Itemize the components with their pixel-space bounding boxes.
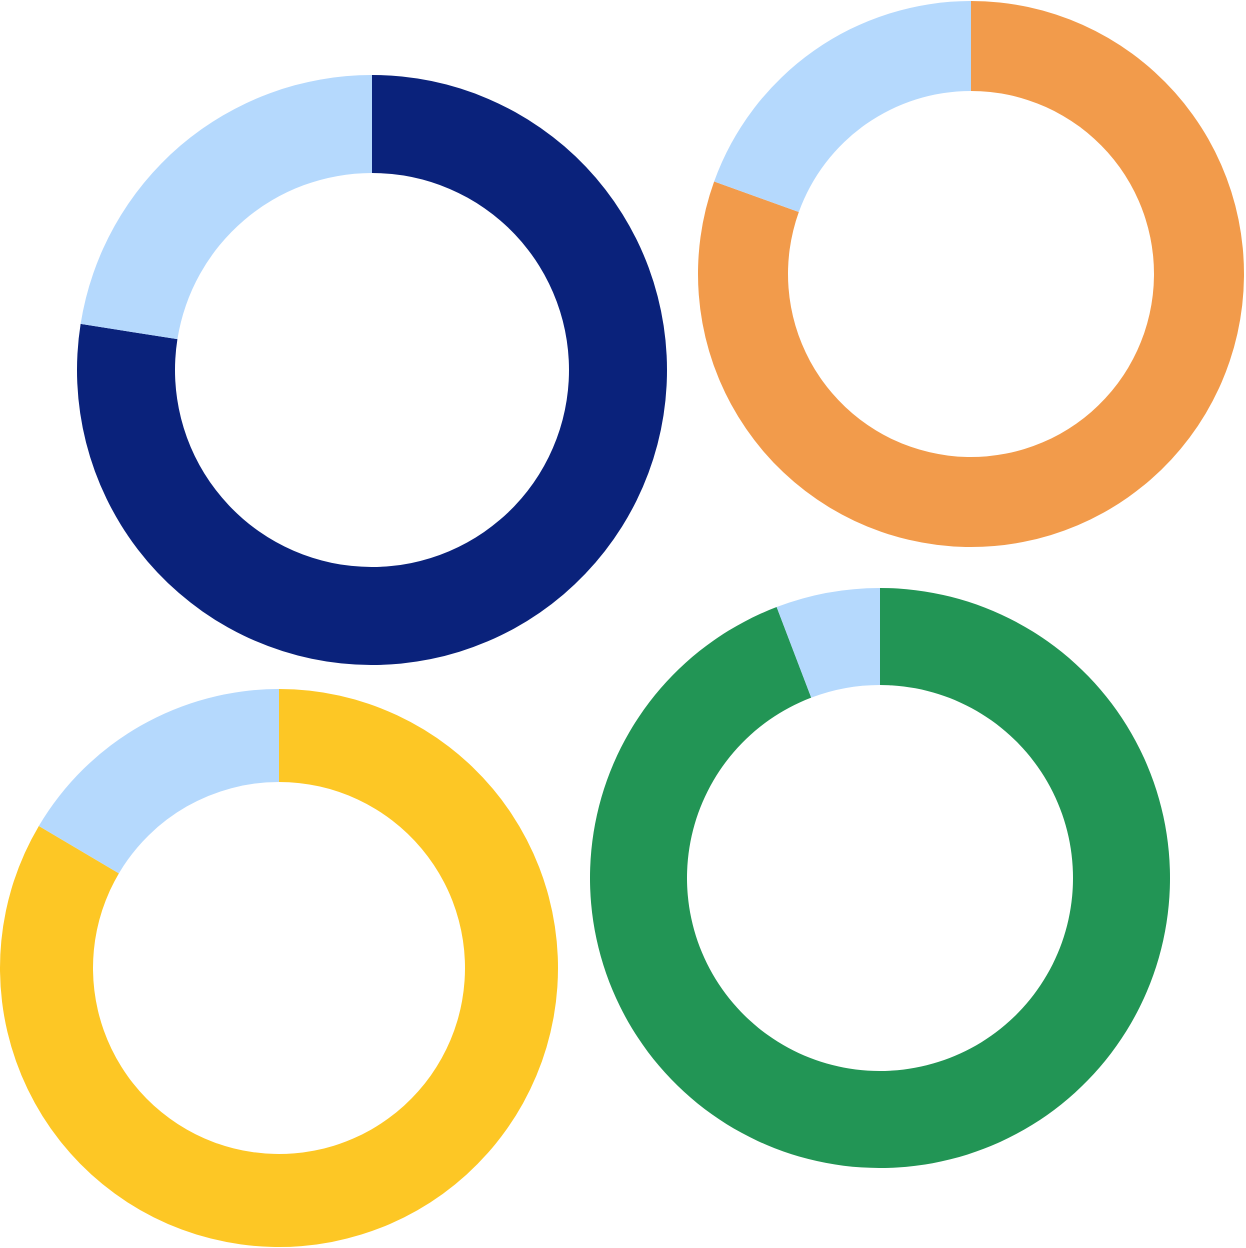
remainder-segment	[714, 1, 971, 213]
donut-chart-orange	[697, 1, 1244, 547]
donut-chart-navy	[76, 75, 668, 665]
remainder-segment	[38, 689, 280, 874]
remainder-segment	[776, 588, 880, 698]
donut-chart-green	[589, 588, 1170, 1168]
share-segment	[589, 588, 1170, 1168]
share-segment	[0, 689, 558, 1247]
donut-chart-yellow	[0, 689, 558, 1247]
remainder-segment	[80, 75, 372, 340]
share-segment	[76, 75, 668, 665]
share-segment	[697, 1, 1244, 547]
